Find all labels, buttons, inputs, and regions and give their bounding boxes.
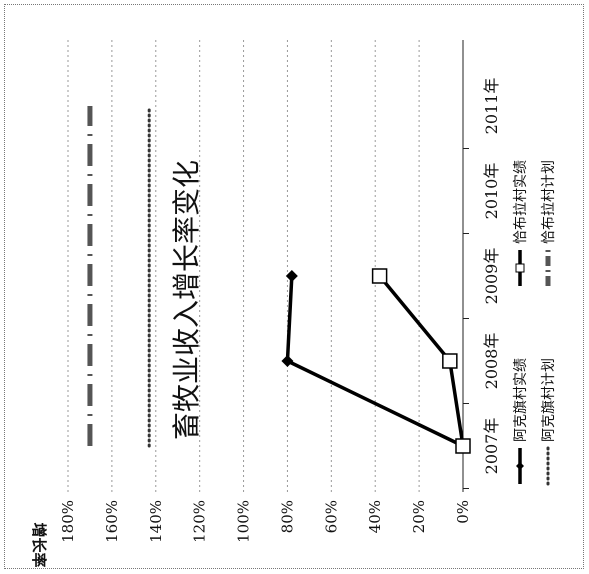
value-axis-ticks: 0% 20% 40% 60% 80% 100% 120% 140% 160% 180% — [59, 500, 472, 543]
legend-label: 阿克旗村计划 — [541, 358, 557, 442]
grid-lines — [67, 40, 464, 492]
data-point — [281, 355, 294, 367]
y-tick-label: 80% — [278, 500, 296, 533]
category-label: 2007年 — [482, 418, 501, 475]
series-group — [87, 104, 471, 454]
y-tick-label: 40% — [366, 500, 384, 533]
y-tick-label: 160% — [103, 500, 121, 543]
category-label: 2011年 — [482, 78, 501, 135]
category-label: 2009年 — [482, 248, 501, 305]
y-tick-label: 0% — [454, 500, 472, 524]
legend: 阿克旗村实绩 阿克旗村计划 恰布拉村实绩 恰布拉村计划 — [513, 160, 557, 486]
y-tick-label: 60% — [322, 500, 340, 533]
legend-label: 阿克旗村实绩 — [513, 358, 529, 442]
data-point — [285, 270, 298, 282]
category-axis-labels: 2007年 2008年 2009年 2010年 2011年 — [463, 78, 501, 489]
legend-label: 恰布拉村实绩 — [513, 160, 529, 244]
y-tick-label: 140% — [147, 500, 165, 543]
y-axis-title: 增长率 — [30, 522, 48, 567]
legend-marker — [516, 462, 524, 470]
legend-label: 恰布拉村计划 — [541, 160, 557, 244]
chart-title: 畜牧业收入增长率变化 — [170, 160, 203, 440]
data-point — [442, 353, 458, 369]
y-tick-label: 180% — [59, 500, 77, 543]
y-tick-label: 20% — [410, 500, 428, 533]
y-tick-label: 100% — [235, 500, 253, 543]
legend-marker — [515, 263, 525, 273]
data-point — [455, 438, 471, 454]
category-label: 2008年 — [482, 333, 501, 390]
category-label: 2010年 — [482, 163, 501, 220]
data-point — [371, 268, 388, 284]
y-tick-label: 120% — [191, 500, 209, 543]
chart-frame — [4, 4, 584, 569]
